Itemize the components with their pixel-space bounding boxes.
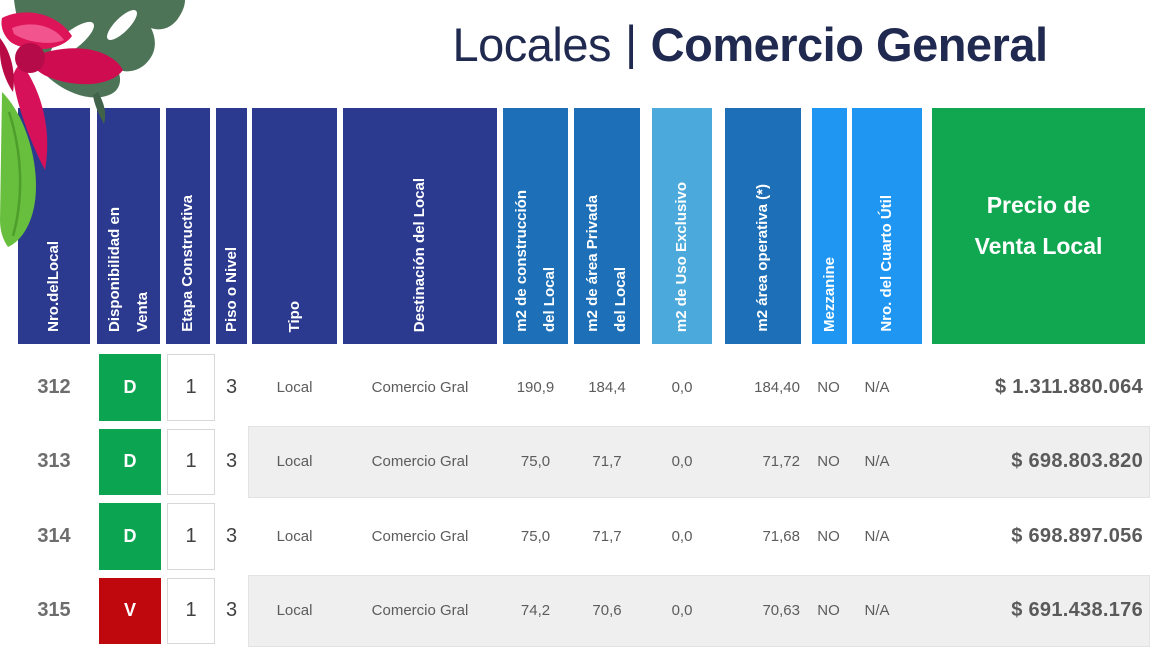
cell-etapa: 1	[167, 577, 215, 644]
header-label: Tipo	[285, 300, 303, 332]
cell-m2-privada: 71,7	[592, 527, 622, 545]
availability-badge: V	[99, 577, 161, 644]
cell-m2-construccion: 74,2	[520, 602, 551, 620]
cell-etapa: 1	[167, 428, 215, 495]
column-header-precio: Precio de Venta Local	[932, 108, 1145, 344]
column-header-mezzanine: Mezzanine	[812, 108, 847, 344]
column-header-m2-uso-exclusivo: m2 de Uso Exclusivo	[652, 108, 712, 344]
cell-cuarto-util: N/A	[864, 527, 890, 545]
cell-cuarto-util: N/A	[864, 378, 890, 396]
title-bold: Comercio General	[650, 17, 1048, 71]
cell-m2-uso-exclusivo: 0,0	[671, 527, 693, 545]
cell-precio: $ 698.803.820	[1011, 450, 1143, 473]
cell-m2-uso-exclusivo: 0,0	[671, 453, 693, 471]
availability-badge: D	[99, 354, 161, 421]
cell-piso: 3	[225, 599, 238, 622]
cell-precio: $ 1.311.880.064	[995, 375, 1143, 398]
cell-nro: 313	[37, 450, 71, 473]
availability-badge: D	[99, 503, 161, 570]
column-header-etapa: Etapa Constructiva	[166, 108, 210, 344]
cell-m2-construccion: 75,0	[520, 527, 551, 545]
column-header-nro-local: Nro.delLocal	[18, 108, 90, 344]
header-label: Venta	[133, 291, 151, 332]
cell-m2-privada: 184,4	[588, 378, 626, 396]
cell-destinacion: Comercio Gral	[371, 527, 469, 545]
column-header-m2-construccion: m2 de construcción del Local	[503, 108, 568, 344]
header-label: Precio de	[986, 191, 1091, 218]
cell-mezzanine: NO	[817, 453, 840, 471]
cell-piso: 3	[225, 375, 238, 398]
header-label: m2 de Uso Exclusivo	[673, 181, 691, 332]
column-header-tipo: Tipo	[252, 108, 337, 344]
cell-tipo: Local	[276, 453, 313, 471]
availability-badge: D	[99, 428, 161, 495]
cell-m2-privada: 71,7	[592, 453, 622, 471]
header-label: Nro.delLocal	[45, 241, 63, 332]
cell-m2-operativa: 71,68	[762, 527, 800, 545]
header-label: Nro. del Cuarto Útil	[878, 195, 896, 332]
cell-nro: 312	[37, 375, 71, 398]
header-label: Disponibilidad en	[105, 206, 123, 332]
table-row: 314 D 1 3 Local Comercio Gral 75,0 71,7 …	[0, 499, 1170, 574]
cell-cuarto-util: N/A	[864, 602, 890, 620]
table-row: 315 V 1 3 Local Comercio Gral 74,2 70,6 …	[0, 574, 1170, 648]
cell-piso: 3	[225, 450, 238, 473]
header-label: m2 área operativa (*)	[754, 184, 772, 332]
header-label: Destinación del Local	[411, 177, 429, 332]
header-label: Piso o Nivel	[222, 246, 240, 332]
page-title: Locales | Comercio General	[340, 6, 1160, 82]
header-label: del Local	[540, 266, 558, 332]
cell-nro: 315	[37, 599, 71, 622]
row-stripe	[248, 425, 1150, 498]
table-row: 312 D 1 3 Local Comercio Gral 190,9 184,…	[0, 350, 1170, 425]
table-body: 312 D 1 3 Local Comercio Gral 190,9 184,…	[0, 350, 1170, 648]
cell-etapa: 1	[167, 354, 215, 421]
cell-mezzanine: NO	[817, 602, 840, 620]
column-header-m2-privada: m2 de área Privada del Local	[574, 108, 640, 344]
cell-tipo: Local	[276, 378, 313, 396]
column-header-disponibilidad: Disponibilidad en Venta	[97, 108, 160, 344]
cell-piso: 3	[225, 524, 238, 547]
column-header-cuarto-util: Nro. del Cuarto Útil	[852, 108, 922, 344]
header-label: m2 de área Privada	[584, 195, 602, 332]
cell-mezzanine: NO	[817, 527, 840, 545]
cell-m2-construccion: 190,9	[516, 378, 555, 396]
header-label: del Local	[612, 266, 629, 332]
title-regular: Locales	[452, 17, 611, 71]
cell-m2-uso-exclusivo: 0,0	[671, 378, 693, 396]
header-label: Venta Local	[974, 233, 1103, 259]
row-stripe	[248, 574, 1150, 647]
header-label: Mezzanine	[820, 256, 838, 332]
cell-destinacion: Comercio Gral	[371, 453, 469, 471]
cell-cuarto-util: N/A	[864, 453, 890, 471]
cell-destinacion: Comercio Gral	[371, 378, 469, 396]
cell-nro: 314	[37, 524, 71, 547]
column-header-m2-operativa: m2 área operativa (*)	[725, 108, 801, 344]
cell-m2-operativa: 71,72	[762, 453, 800, 471]
cell-m2-construccion: 75,0	[520, 453, 551, 471]
cell-m2-operativa: 70,63	[762, 602, 800, 620]
column-header-destinacion: Destinación del Local	[343, 108, 497, 344]
cell-m2-operativa: 184,40	[754, 378, 800, 396]
title-separator: |	[624, 15, 637, 69]
monstera-leaf	[14, 0, 185, 98]
header-label: Etapa Constructiva	[179, 195, 197, 332]
cell-etapa: 1	[167, 503, 215, 570]
cell-destinacion: Comercio Gral	[371, 602, 469, 620]
cell-tipo: Local	[276, 527, 313, 545]
cell-m2-privada: 70,6	[592, 602, 622, 620]
cell-m2-uso-exclusivo: 0,0	[671, 602, 693, 620]
cell-tipo: Local	[276, 602, 313, 620]
table-row: 313 D 1 3 Local Comercio Gral 75,0 71,7 …	[0, 425, 1170, 500]
header-label: m2 de construcción	[512, 190, 530, 332]
cell-precio: $ 698.897.056	[1011, 524, 1143, 547]
cell-mezzanine: NO	[817, 378, 840, 396]
cell-precio: $ 691.438.176	[1011, 599, 1143, 622]
column-header-piso: Piso o Nivel	[216, 108, 247, 344]
